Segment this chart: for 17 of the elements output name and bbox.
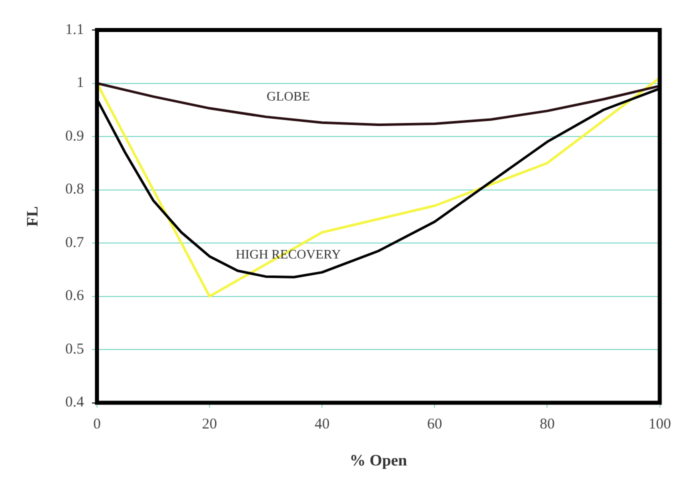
x-tick-label: 20 bbox=[202, 416, 218, 433]
y-tick-label: 0.9 bbox=[65, 128, 84, 144]
y-tick-label: 0.7 bbox=[65, 234, 84, 251]
x-tick-label: 0 bbox=[93, 416, 101, 433]
x-tick-label: 100 bbox=[648, 416, 671, 433]
y-tick-label: 0.4 bbox=[65, 394, 84, 411]
x-tick-label: 40 bbox=[314, 416, 330, 433]
y-tick-label: 0.5 bbox=[65, 341, 84, 358]
y-axis-title: FL bbox=[24, 206, 42, 227]
y-tick-label: 0.6 bbox=[65, 288, 84, 304]
series-label: GLOBE bbox=[266, 88, 310, 104]
x-axis-title: % Open bbox=[350, 452, 408, 470]
x-tick-label: 80 bbox=[540, 416, 555, 433]
y-tick-label: 1.1 bbox=[65, 22, 84, 38]
x-tick-label: 60 bbox=[427, 416, 442, 433]
y-tick-label: 1 bbox=[76, 75, 84, 92]
y-tick-label: 0.8 bbox=[65, 182, 84, 198]
